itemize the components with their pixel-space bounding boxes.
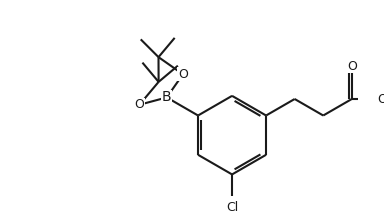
Text: O: O [134, 98, 144, 111]
Text: Cl: Cl [226, 200, 238, 214]
Text: O: O [347, 59, 357, 73]
Text: O: O [178, 68, 188, 81]
Text: O: O [378, 92, 384, 106]
Text: B: B [162, 90, 172, 104]
